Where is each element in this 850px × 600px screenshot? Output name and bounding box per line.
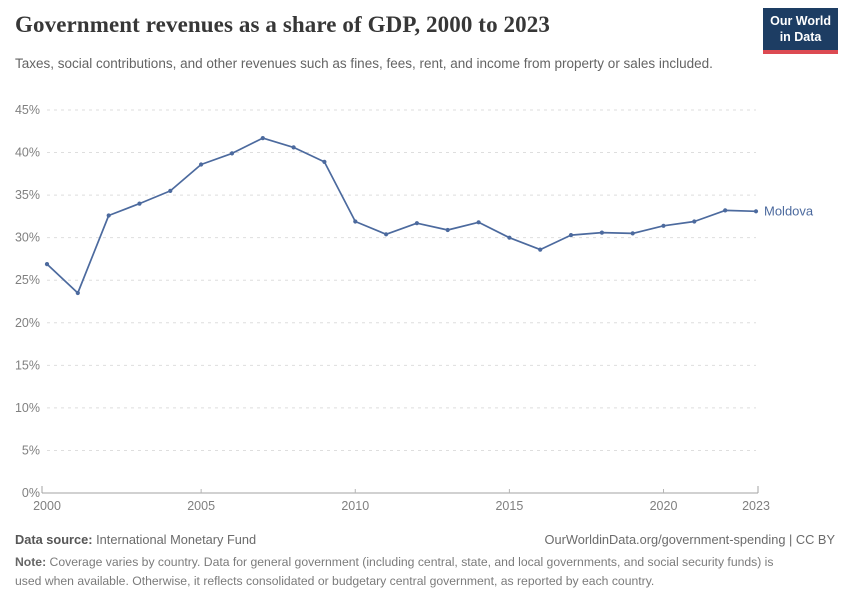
data-point-marker[interactable] [106, 213, 111, 218]
data-point-marker[interactable] [507, 235, 512, 240]
y-axis-tick-label: 35% [15, 188, 40, 202]
data-source: Data source: International Monetary Fund [15, 532, 256, 547]
data-point-marker[interactable] [630, 231, 635, 236]
data-point-marker[interactable] [384, 232, 389, 237]
data-point-marker[interactable] [199, 162, 204, 167]
data-point-marker[interactable] [291, 145, 296, 150]
data-point-marker[interactable] [599, 230, 605, 235]
series-end-label[interactable]: Moldova [764, 203, 814, 218]
note-text: Coverage varies by country. Data for gen… [15, 555, 774, 588]
page-title: Government revenues as a share of GDP, 2… [15, 12, 550, 37]
data-point-marker[interactable] [322, 159, 327, 164]
data-point-marker[interactable] [137, 201, 142, 206]
y-axis-tick-label: 20% [15, 316, 40, 330]
license-link[interactable]: OurWorldinData.org/government-spending |… [544, 532, 835, 547]
x-axis-tick-label: 2015 [495, 499, 523, 513]
data-point-marker[interactable] [260, 136, 265, 141]
x-axis-tick-label: 2005 [187, 499, 215, 513]
data-point-marker[interactable] [44, 262, 50, 267]
data-point-marker[interactable] [229, 151, 235, 156]
line-chart[interactable]: 0% 5% 10% 15% 20% 25% 30% 35% 40% 45% 2000 2005 2010… [0, 95, 850, 520]
y-axis-tick-label: 10% [15, 401, 40, 415]
owid-logo[interactable]: Our World in Data [763, 8, 838, 54]
y-axis-tick-label: 30% [15, 231, 40, 245]
note-label: Note: [15, 555, 47, 569]
x-axis-tick-label: 2000 [33, 499, 61, 513]
y-axis-tick-label: 15% [15, 358, 40, 372]
series-line[interactable] [46, 137, 757, 294]
y-axis-tick-label: 40% [15, 146, 40, 160]
chart-note: Note: Coverage varies by country. Data f… [15, 553, 777, 590]
owid-logo-line2: in Data [779, 30, 822, 45]
x-axis-tick-label: 2023 [742, 499, 770, 513]
data-point-marker[interactable] [353, 219, 358, 224]
y-axis-tick-label: 0% [22, 486, 40, 500]
data-source-label: Data source: [15, 532, 93, 547]
y-axis-tick-label: 45% [15, 103, 40, 117]
data-point-marker[interactable] [538, 247, 543, 252]
data-point-marker[interactable] [723, 208, 728, 213]
data-point-marker[interactable] [414, 221, 419, 226]
data-point-marker[interactable] [753, 209, 759, 214]
data-source-value: International Monetary Fund [96, 532, 257, 547]
chart-subtitle: Taxes, social contributions, and other r… [15, 56, 713, 71]
data-point-marker[interactable] [168, 188, 173, 193]
x-axis-tick-label: 2010 [341, 499, 369, 513]
x-axis-tick-label: 2020 [650, 499, 678, 513]
data-point-marker[interactable] [661, 223, 666, 228]
owid-logo-line1: Our World [770, 14, 831, 28]
data-point-marker[interactable] [476, 220, 481, 225]
data-point-marker[interactable] [568, 233, 574, 238]
data-point-marker[interactable] [445, 227, 450, 233]
data-point-marker[interactable] [692, 219, 697, 224]
y-axis-tick-label: 5% [22, 443, 40, 457]
y-axis-tick-label: 25% [15, 273, 40, 287]
data-point-marker[interactable] [75, 290, 80, 296]
